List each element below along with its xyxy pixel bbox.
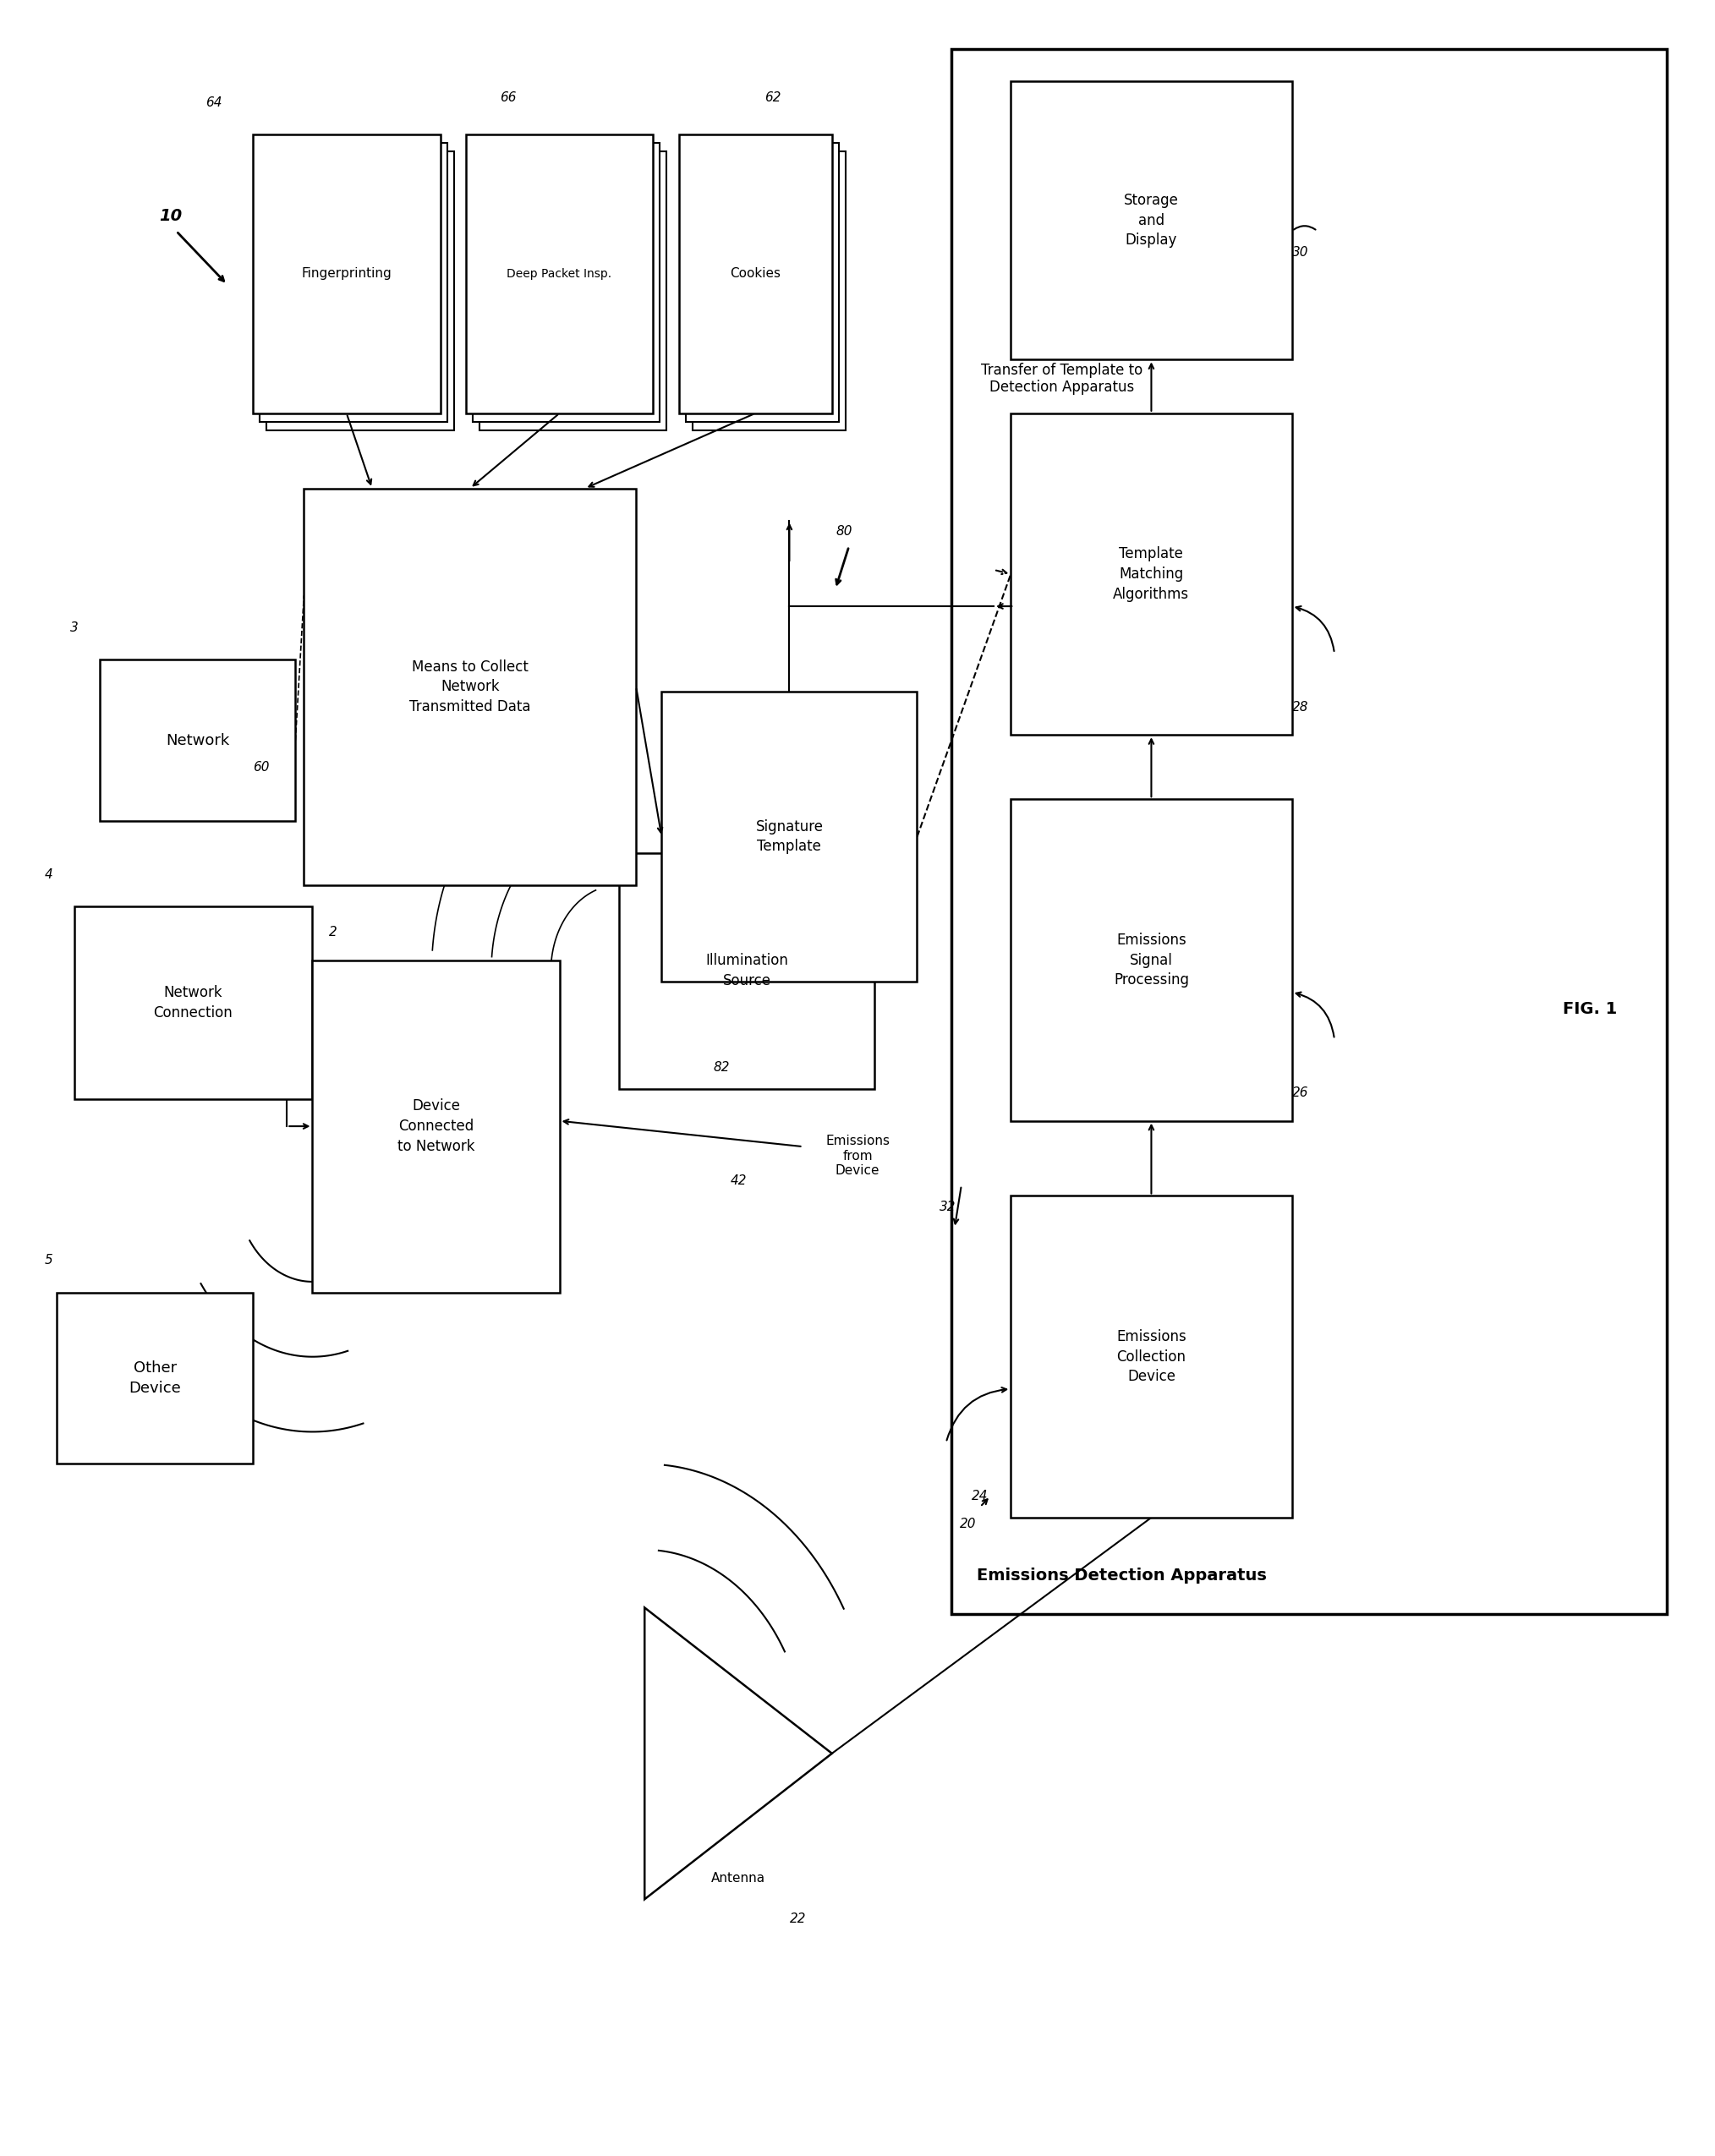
FancyBboxPatch shape	[1010, 800, 1291, 1121]
Text: Emissions
from
Device: Emissions from Device	[825, 1134, 890, 1177]
Text: Emissions
Collection
Device: Emissions Collection Device	[1116, 1330, 1187, 1384]
Text: FIG. 1: FIG. 1	[1562, 1000, 1617, 1018]
Text: 64: 64	[206, 97, 221, 108]
Text: 24: 24	[972, 1490, 988, 1503]
Text: 2: 2	[329, 925, 338, 938]
Text: Illumination
Source: Illumination Source	[705, 953, 789, 987]
Text: 4: 4	[45, 869, 53, 880]
FancyBboxPatch shape	[466, 134, 653, 414]
FancyBboxPatch shape	[679, 134, 832, 414]
Text: 32: 32	[940, 1201, 955, 1214]
FancyBboxPatch shape	[266, 151, 454, 431]
Text: 26: 26	[1291, 1087, 1309, 1100]
Text: Deep Packet Insp.: Deep Packet Insp.	[508, 267, 612, 280]
Text: Network
Connection: Network Connection	[154, 985, 233, 1020]
FancyBboxPatch shape	[312, 959, 559, 1291]
FancyBboxPatch shape	[952, 50, 1667, 1615]
FancyBboxPatch shape	[259, 142, 448, 423]
Text: Storage
and
Display: Storage and Display	[1123, 192, 1178, 248]
FancyBboxPatch shape	[686, 142, 839, 423]
Text: 80: 80	[835, 524, 852, 537]
Text: Other
Device: Other Device	[129, 1360, 182, 1395]
FancyBboxPatch shape	[304, 487, 636, 884]
Text: Emissions Detection Apparatus: Emissions Detection Apparatus	[976, 1567, 1266, 1583]
Text: Emissions
Signal
Processing: Emissions Signal Processing	[1113, 934, 1188, 987]
FancyBboxPatch shape	[57, 1291, 252, 1464]
Text: 30: 30	[1291, 246, 1309, 259]
FancyBboxPatch shape	[662, 692, 918, 981]
FancyBboxPatch shape	[693, 151, 845, 431]
Text: Transfer of Template to
Detection Apparatus: Transfer of Template to Detection Appara…	[981, 362, 1142, 395]
Text: Antenna: Antenna	[712, 1871, 765, 1884]
Text: Means to Collect
Network
Transmitted Data: Means to Collect Network Transmitted Dat…	[410, 660, 530, 714]
Text: 62: 62	[765, 93, 780, 103]
Text: 66: 66	[501, 93, 516, 103]
FancyBboxPatch shape	[74, 906, 312, 1100]
FancyBboxPatch shape	[1010, 1197, 1291, 1518]
FancyBboxPatch shape	[1010, 414, 1291, 735]
Text: Template
Matching
Algorithms: Template Matching Algorithms	[1113, 545, 1190, 602]
FancyBboxPatch shape	[99, 660, 295, 821]
Text: 5: 5	[45, 1255, 53, 1266]
Text: 3: 3	[70, 621, 79, 634]
FancyBboxPatch shape	[1010, 82, 1291, 360]
Text: 42: 42	[731, 1175, 746, 1188]
Text: Network: Network	[166, 733, 230, 748]
FancyBboxPatch shape	[252, 134, 441, 414]
Text: 60: 60	[254, 761, 269, 774]
Text: 22: 22	[789, 1912, 806, 1925]
Text: 82: 82	[713, 1061, 729, 1074]
FancyBboxPatch shape	[473, 142, 660, 423]
Text: 20: 20	[960, 1518, 976, 1531]
Text: Fingerprinting: Fingerprinting	[302, 267, 391, 280]
FancyBboxPatch shape	[480, 151, 667, 431]
Text: Signature
Template: Signature Template	[756, 819, 823, 854]
FancyBboxPatch shape	[619, 854, 875, 1089]
Text: Device
Connected
to Network: Device Connected to Network	[398, 1100, 475, 1153]
Text: Cookies: Cookies	[731, 267, 780, 280]
Text: 10: 10	[159, 207, 182, 224]
Polygon shape	[645, 1608, 832, 1899]
Text: 28: 28	[1291, 701, 1309, 714]
